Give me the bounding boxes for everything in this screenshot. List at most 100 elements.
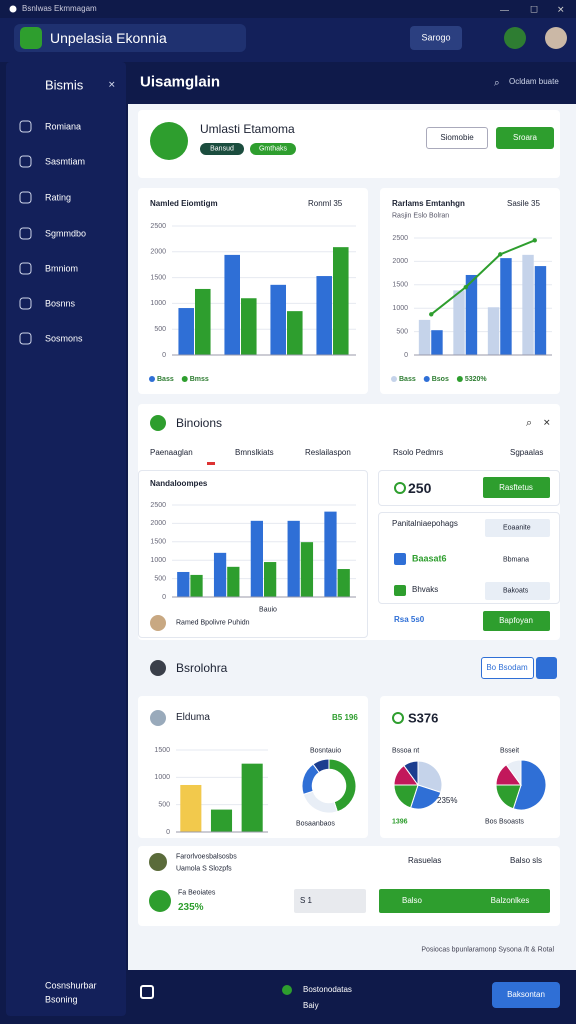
donut-slice	[302, 790, 338, 814]
bar	[178, 308, 194, 355]
y-tick-label: 2500	[150, 502, 166, 509]
nav-icon	[19, 332, 32, 345]
left-title: Elduma	[176, 712, 210, 723]
bar	[333, 247, 349, 355]
y-tick-label: 1000	[150, 557, 166, 564]
legend-label: 5320%	[465, 376, 488, 383]
bar	[241, 298, 257, 355]
panel-button[interactable]: Bapfoyan	[499, 616, 533, 625]
button[interactable]	[481, 657, 534, 679]
rows-buttons[interactable]: Balso	[401, 896, 423, 905]
nav-icon	[19, 120, 32, 133]
sidebar-items[interactable]: Bosnns	[45, 298, 76, 309]
sidebar-items[interactable]: Rating	[45, 192, 72, 203]
y-tick-label: 1500	[154, 747, 170, 754]
line	[430, 239, 536, 316]
search-icon[interactable]: ⌕	[494, 78, 500, 89]
sidebar-items[interactable]: Romiana	[45, 121, 82, 132]
maximize[interactable]: ☐	[530, 4, 538, 14]
bottom-bar-button[interactable]: Baksontan	[507, 990, 545, 999]
pie-slice	[409, 784, 442, 810]
bar	[534, 266, 547, 355]
minimize[interactable]: —	[500, 4, 509, 14]
chart-footer: Ramed Bpolivre Puhidn	[176, 619, 250, 627]
overview-charts-subtitle: Rasjin Eslo Bolran	[392, 212, 450, 220]
pie-slice	[403, 760, 419, 787]
y-tick-label: 0	[162, 594, 166, 601]
status-icon	[394, 482, 406, 494]
tag	[200, 143, 244, 155]
header-app-name: Unpelasia Ekonnia	[50, 30, 167, 46]
sidebar-items[interactable]: Sgmmdbo	[45, 228, 87, 239]
right-title: S376	[408, 710, 439, 726]
footer-note: Posiocas bpunlaramonp Sysona /lt & Rotal	[421, 946, 554, 954]
breakdown-button[interactable]: Bo Bsodam	[486, 663, 528, 672]
button[interactable]	[492, 982, 560, 1008]
input[interactable]	[294, 889, 366, 913]
bottom-bar-title: Bostonodatas	[303, 985, 352, 994]
rows-buttons[interactable]: Balzonlkes	[490, 896, 530, 905]
profile-buttons[interactable]: Sroara	[512, 133, 538, 142]
insights-tabs[interactable]: Sgpaalas	[510, 448, 544, 457]
nav-icon	[19, 227, 32, 240]
insights-tabs[interactable]: Rsolo Pedmrs	[393, 448, 444, 457]
avatar[interactable]	[504, 27, 526, 49]
panel-footer: Rsa 5s0	[394, 615, 425, 624]
close[interactable]: ✕	[557, 4, 565, 14]
right-labels: 235%	[437, 796, 458, 805]
search-icon[interactable]: ⌕	[526, 417, 532, 429]
main-action: Ocldam buate	[509, 77, 559, 86]
bar	[418, 319, 431, 355]
avatar[interactable]	[545, 27, 567, 49]
bar	[224, 254, 240, 355]
insights-tabs[interactable]: Paenaaglan	[150, 448, 193, 457]
y-tick-label: 500	[154, 575, 166, 582]
button[interactable]	[426, 127, 488, 149]
close-icon[interactable]: ✕	[108, 79, 116, 89]
overview-charts-control: Sasile 35	[507, 199, 540, 208]
insights-tabs[interactable]: Bmnslkiats	[235, 448, 274, 457]
y-tick-label: 2500	[150, 223, 166, 230]
y-tick-label: 500	[396, 328, 408, 335]
tab-indicator	[207, 462, 215, 465]
sidebar-items[interactable]: Bmniom	[45, 263, 79, 274]
right-labels: Bos Bsoasts	[485, 818, 524, 826]
sidebar-items[interactable]: Sosmons	[45, 333, 83, 344]
right-labels: Bssoa nt	[392, 747, 420, 755]
button[interactable]	[483, 477, 550, 498]
bar	[227, 566, 240, 597]
breakdown-title: Bsrolohra	[176, 661, 228, 675]
header-button[interactable]: Sarogo	[421, 32, 451, 43]
button[interactable]	[496, 127, 554, 149]
checkbox	[394, 585, 406, 596]
header-button[interactable]	[410, 26, 462, 50]
avatar	[150, 710, 166, 726]
button[interactable]	[536, 657, 557, 679]
metric-button[interactable]: Rasftetus	[499, 483, 533, 492]
sidebar	[6, 62, 126, 1016]
main-title: Uisamglain	[140, 73, 221, 91]
logo	[20, 27, 42, 49]
close-icon[interactable]: ✕	[543, 417, 551, 427]
profile-buttons[interactable]: Siomobie	[440, 133, 474, 142]
rows-value: 235%	[178, 902, 204, 913]
metric-card	[378, 470, 560, 506]
button[interactable]	[483, 611, 550, 631]
insights-tabs[interactable]: Reslailaspon	[305, 448, 351, 457]
button[interactable]	[379, 889, 550, 913]
sidebar-items[interactable]: Sasmtiam	[45, 156, 86, 167]
y-tick-label: 0	[404, 352, 408, 359]
panel-right: Bbmana	[503, 556, 530, 564]
line-point	[429, 312, 434, 317]
bar	[180, 784, 202, 832]
y-tick-label: 2000	[150, 249, 166, 256]
checkbox	[394, 553, 406, 565]
rows-status: Rasuelas	[408, 856, 442, 865]
bar	[195, 288, 211, 355]
y-tick-label: 500	[158, 802, 170, 809]
rows-sub: Uamola S Slozpfs	[176, 865, 232, 873]
y-tick-label: 1000	[150, 300, 166, 307]
bottom-icon	[282, 985, 292, 995]
